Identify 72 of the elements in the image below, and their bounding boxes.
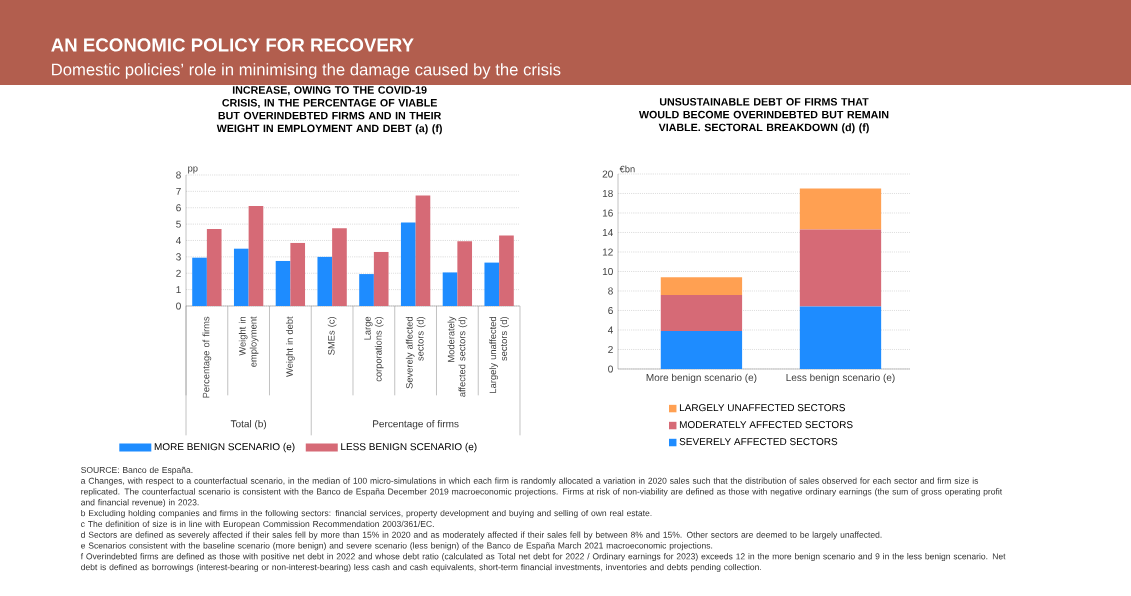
- bar: [192, 257, 207, 306]
- y-tick-label: 18: [602, 189, 613, 198]
- bar: [248, 206, 264, 306]
- bar: [660, 330, 743, 369]
- x-tick-label: SMEs (c): [327, 316, 337, 355]
- y-tick-label: 4: [175, 237, 181, 244]
- y-tick-label: 2: [176, 269, 181, 277]
- text: Percentage of firms: [373, 420, 459, 430]
- y-tick-label: 5: [176, 220, 181, 228]
- bar: [499, 235, 514, 306]
- legend-label: MORE BENIGN SCENARIO (e): [154, 442, 295, 453]
- x-tick-label: Severely affected sectors (d): [405, 316, 426, 389]
- text: Domestic policies’ role in minimising the damage caused by the crisis: [52, 63, 561, 79]
- y-tick-label: 6: [608, 306, 613, 315]
- y-tick-label: 8: [176, 171, 181, 179]
- y-axis-title: pp: [188, 166, 198, 174]
- source-note: SOURCE: Banco de España.: [81, 466, 193, 475]
- chart-title: UNSUSTAINABLE DEBT OF FIRMS THAT WOULD BECOME OVERINDEBTED BUT REMAIN VIABLE. SECTORAL BREAKDOWN (d) (f): [638, 98, 889, 134]
- legend-label: MODERATELY AFFECTED SECTORS: [679, 421, 853, 429]
- bar: [484, 262, 500, 306]
- bar: [415, 195, 431, 306]
- text: Total (b): [230, 420, 267, 430]
- x-tick-label: More benign scenario (e): [646, 373, 757, 384]
- text: a Changes, with respect to a counterfactual scenario, in the median of 100 micro-simulations in which each firm is randomly allocated a variation in 2020 sales such that the distribution of sales observed for each sector and firm size is replicated. The counterfactual scenario is consistent with the Banco de España December 2019 macroeconomic projections. Firms at risk of non-viability are defined as those with negative ordinary earnings (the sum of gross operating profit and financial revenue) in 2023.: [81, 477, 1003, 508]
- text: b Excluding holding companies and firms in the following sectors: financial services, property development and buying and selling of own real estate.: [81, 509, 652, 518]
- legend-label: LARGELY UNAFFECTED SECTORS: [679, 404, 845, 412]
- x-tick-label: Weight in debt: [286, 316, 295, 377]
- x-tick-label: Less benign scenario (e): [786, 373, 895, 384]
- bar: [799, 188, 882, 230]
- bar: [457, 241, 473, 306]
- bar: [290, 242, 306, 306]
- legend-label: LESS BENIGN SCENARIO (e): [341, 442, 477, 453]
- y-axis-title: €bn: [619, 165, 635, 173]
- bar: [359, 274, 374, 306]
- y-tick-label: 12: [602, 248, 613, 256]
- y-tick-label: 16: [602, 209, 613, 217]
- x-tick-label: Large corporations (c): [364, 316, 384, 382]
- y-tick-label: 2: [608, 346, 613, 353]
- y-tick-label: 4: [607, 326, 614, 334]
- bar: [206, 229, 222, 306]
- y-tick-label: 10: [602, 267, 613, 276]
- bar: [373, 251, 389, 306]
- y-tick-label: 20: [602, 170, 613, 178]
- bar: [233, 248, 249, 306]
- bar: [275, 260, 291, 306]
- bar: [317, 256, 333, 306]
- x-tick-label: Moderately affected sectors (d): [447, 316, 468, 397]
- bar: [660, 294, 743, 331]
- legend-label: SEVERELY AFFECTED SECTORS: [679, 438, 838, 446]
- y-tick-label: 3: [176, 253, 181, 261]
- bar: [799, 306, 882, 369]
- text: c The definition of size is in line with European Commission Recommendation 2003/361/EC.: [81, 520, 434, 529]
- bar: [332, 228, 347, 306]
- y-tick-label: 14: [602, 229, 613, 236]
- y-tick-label: 1: [176, 286, 181, 294]
- x-tick-label: Largely unaffected sectors (d): [489, 316, 509, 393]
- text: e Scenarios consistent with the baseline scenario (more benign) and severe scenario (less benign) of the Banco de España March 2021 macroeconomic projections.: [81, 542, 713, 551]
- bar: [799, 229, 882, 307]
- text: AN ECONOMIC POLICY FOR RECOVERY: [51, 38, 414, 52]
- chart-title: INCREASE, OWING TO THE COVID-19 CRISIS, IN THE PERCENTAGE OF VIABLE BUT OVERINDEBTED FIRMS AND IN THEIR WEIGHT IN EMPLOYMENT AND DEBT (a) (f): [216, 86, 442, 135]
- y-tick-label: 0: [608, 365, 613, 373]
- x-tick-label: Percentage of firms: [202, 316, 212, 398]
- y-tick-label: 6: [176, 204, 181, 212]
- x-tick-label: Weight in employment: [238, 316, 259, 367]
- y-tick-label: 7: [176, 187, 181, 195]
- bar: [442, 272, 458, 306]
- bar: [660, 277, 743, 295]
- y-tick-label: 0: [176, 302, 181, 310]
- text: f Overindebted firms are defined as those with positive net debt in 2022 and whose debt ratio (calculated as Total net debt for 2022 / Ordinary earnings for 2023) exceeds 12 in the more benign scenario and 9 in the less benign scenario. Net debt is defined as borrowings (interest-bearing or non-interest-bearing) less cash and cash equivalents, short-term financial investments, inventories and debts pending collection.: [80, 553, 1006, 572]
- bar: [400, 222, 416, 306]
- y-tick-label: 8: [608, 287, 613, 295]
- text: d Sectors are defined as severely affected if their sales fell by more than 15% in 2020 and as moderately affected if their sales fell by between 8% and 15%. Other sectors are deemed to be largely unaffected.: [81, 531, 882, 540]
